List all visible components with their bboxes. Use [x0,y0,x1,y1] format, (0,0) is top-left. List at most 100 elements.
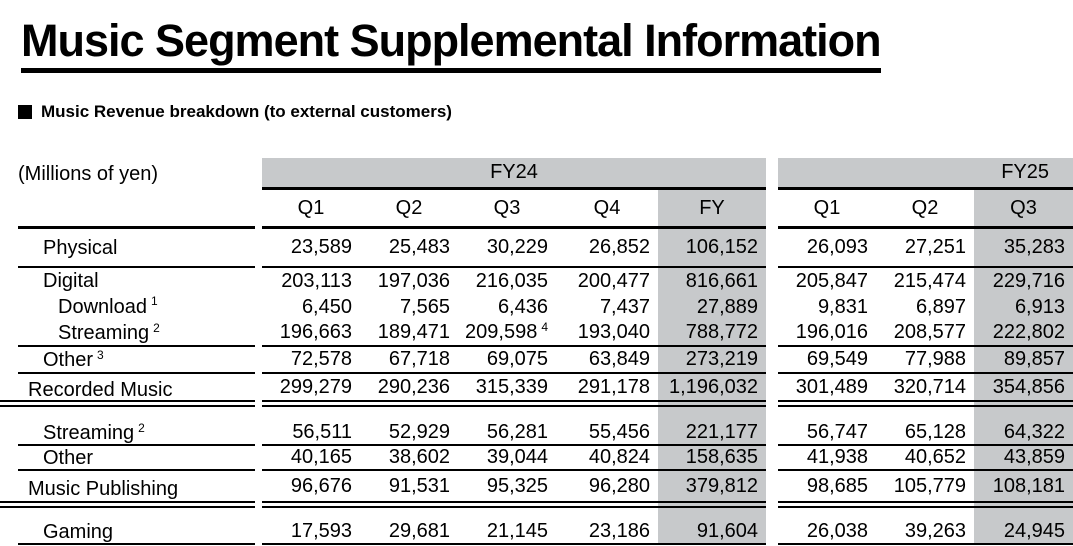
row-label: Download 1 [58,294,158,318]
value-cell: 95,325 [458,471,556,508]
value-cell: 56,281 [458,421,556,446]
table-row: Digital 203,113 197,036 216,035 200,477 816,6… [0,268,1073,294]
spacer-row [0,407,1073,421]
revenue-table: (Millions of yen) FY24 FY25 Q1 Q2 Q3 Q4 FY Q1… [0,158,1073,545]
value-cell: 40,824 [556,446,658,471]
value-cell: 63,849 [556,347,658,374]
value-cell: 196,016 [778,320,876,347]
value-cell: 354,856 [974,374,1073,407]
section-heading-text: Music Revenue breakdown (to external cus… [41,102,452,121]
row-label: Streaming 2 [0,320,262,347]
value-cell: 72,578 [262,347,360,374]
value-cell: 39,263 [876,520,974,545]
value-cell: 26,093 [778,229,876,268]
fy25-group-header: FY25 [778,158,1073,190]
row-label: Physical [0,229,262,268]
value-cell: 7,437 [599,295,650,318]
value-cell: 27,251 [876,229,974,268]
column-header-q3-2: Q3 [458,190,556,229]
column-header-q1-0: Q1 [262,190,360,229]
value-cell: 23,186 [556,520,658,545]
value-cell: 379,812 [658,471,766,508]
group-gap [766,471,778,508]
fy25-q3-column-shading [974,190,1073,545]
fy-total-column-shading [658,190,766,545]
table-row: Music Publishing 96,676 91,531 95,325 96,280… [0,471,1073,508]
table-row: Download 1 6,450 7,565 6,436 7,437 27,889 9,831… [0,294,1073,320]
row-label: Other [0,446,262,471]
column-header-fy-4: FY [658,190,766,229]
value-cell: 56,511 [262,421,360,446]
table-row: Other 3 72,578 67,718 69,075 63,849 273,219 69,… [0,347,1073,374]
value-cell: 106,152 [658,229,766,268]
fy25-header-band-background [778,158,1073,190]
value-cell: 788,772 [658,320,766,347]
value-cell: 189,471 [360,320,458,347]
value-cell: 89,857 [974,347,1073,374]
value-cell: 26,852 [556,229,658,268]
table-row: Recorded Music 299,279 290,236 315,339 291,1… [0,374,1073,407]
value-cell: 40,165 [262,446,360,471]
value-cell: 6,913 [1014,295,1065,318]
section-heading: Music Revenue breakdown (to external cus… [18,102,452,122]
value-cell: 215,474 [893,269,966,292]
page-title: Music Segment Supplemental Information [21,18,882,73]
value-cell: 222,802 [974,320,1073,347]
group-gap [766,520,778,545]
table-row: Physical 23,589 25,483 30,229 26,852 106,152 2… [0,229,1073,268]
column-header-q2-6: Q2 [876,190,974,229]
group-gap [766,268,778,294]
row-label: Recorded Music [0,374,262,407]
value-cell: 301,489 [778,374,876,407]
fy24-group-header: FY24 [262,158,766,190]
fy24-header-band-background [262,158,766,190]
value-cell: 200,477 [577,269,650,292]
value-cell: 221,177 [658,421,766,446]
value-cell: 67,718 [360,347,458,374]
value-cell: 105,779 [876,471,974,508]
group-gap [766,320,778,347]
table-row: Other 40,165 38,602 39,044 40,824 158,635 41,9… [0,446,1073,471]
value-cell: 229,716 [992,269,1065,292]
value-cell: 203,113 [281,269,352,292]
value-cell: 205,847 [795,269,868,292]
table-row: Gaming 17,593 29,681 21,145 23,186 91,604 26,0… [0,520,1073,545]
table-row: Streaming 2 196,663 189,471 209,598 4 193,040 7… [0,320,1073,347]
column-header-q1-5: Q1 [778,190,876,229]
spacer-row [0,508,1073,520]
value-cell: 29,681 [360,520,458,545]
value-cell: 35,283 [974,229,1073,268]
value-cell: 315,339 [458,374,556,407]
value-cell: 30,229 [458,229,556,268]
value-cell: 17,593 [262,520,360,545]
value-cell: 77,988 [876,347,974,374]
value-cell: 69,075 [458,347,556,374]
row-label: Digital [43,269,99,292]
value-cell: 65,128 [876,421,974,446]
value-cell: 216,035 [475,269,548,292]
value-cell: 56,747 [778,421,876,446]
value-cell: 23,589 [262,229,360,268]
value-cell: 290,236 [360,374,458,407]
group-gap [766,294,778,320]
value-cell: 197,036 [377,269,450,292]
value-cell: 9,831 [817,295,868,318]
value-cell: 43,859 [974,446,1073,471]
row-label: Other 3 [0,347,262,374]
footnote-marker: 2 [138,420,145,435]
value-cell: 273,219 [658,347,766,374]
value-cell: 25,483 [360,229,458,268]
row-label: Music Publishing [0,471,262,508]
value-cell: 320,714 [876,374,974,407]
group-gap [766,374,778,407]
value-cell: 38,602 [360,446,458,471]
group-gap [766,347,778,374]
group-gap [766,229,778,268]
value-cell: 27,889 [696,295,758,318]
value-cell: 158,635 [658,446,766,471]
value-cell: 55,456 [556,421,658,446]
value-cell: 816,661 [685,269,758,292]
value-cell: 7,565 [399,295,450,318]
footnote-marker: 1 [150,294,158,308]
